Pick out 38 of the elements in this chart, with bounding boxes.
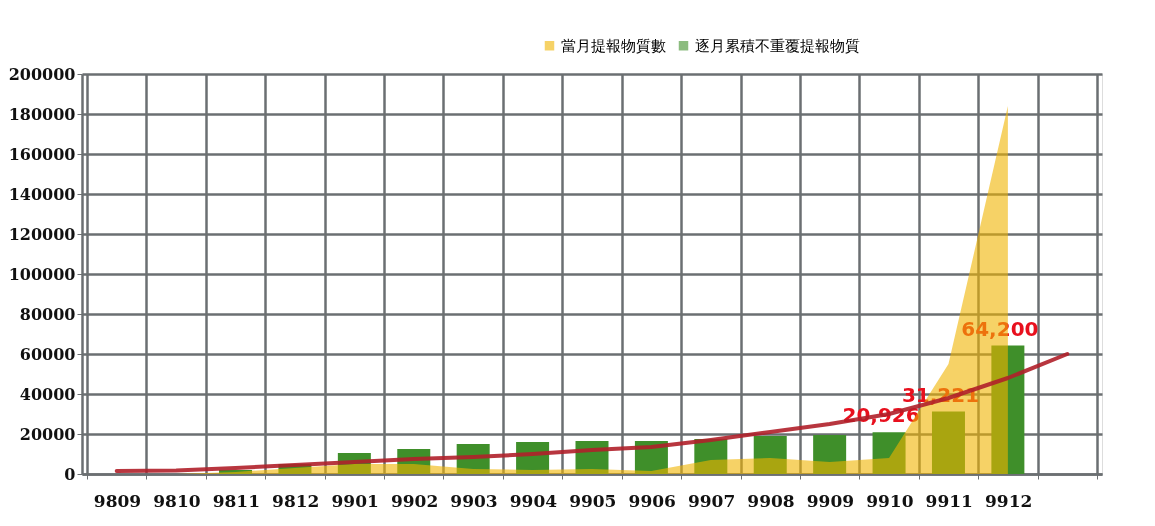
y-tick-label: 200000	[8, 64, 76, 84]
y-tick-label: 120000	[8, 224, 76, 244]
bar	[813, 435, 847, 474]
x-tick-label: 9902	[390, 490, 439, 511]
bar	[694, 439, 728, 474]
x-tick-label: 9903	[450, 490, 498, 511]
legend-label: 當月提報物質數	[561, 36, 666, 55]
y-tick-label: 60000	[19, 344, 76, 364]
bar	[753, 436, 787, 474]
x-tick-label: 9906	[628, 490, 676, 511]
data-label: 31,221	[901, 382, 980, 407]
y-tick-label: 140000	[8, 184, 76, 204]
y-tick-label: 100000	[8, 264, 76, 284]
y-tick-label: 40000	[19, 384, 76, 404]
x-tick-label: 9810	[153, 490, 201, 511]
bar	[219, 470, 253, 474]
x-tick-label: 9910	[866, 490, 914, 511]
bar	[931, 411, 965, 474]
bar	[991, 345, 1025, 474]
bar	[872, 432, 906, 474]
y-tick-label: 20000	[19, 424, 76, 444]
x-tick-label: 9907	[687, 490, 736, 511]
x-tick-label: 9911	[925, 490, 973, 511]
x-tick-label: 9811	[212, 490, 260, 511]
x-tick-label: 9901	[331, 490, 379, 511]
y-tick-label: 180000	[8, 104, 76, 124]
x-tick-label: 9812	[272, 490, 320, 511]
x-tick-label: 9909	[806, 490, 855, 511]
line-series	[114, 352, 1070, 473]
legend-label: 逐月累積不重覆提報物質	[695, 36, 860, 55]
x-tick-label: 9905	[569, 490, 617, 511]
x-tick-label: 9912	[985, 490, 1033, 511]
y-tick-label: 80000	[19, 304, 76, 324]
x-tick-label: 9809	[93, 490, 142, 511]
y-tick-label: 160000	[8, 144, 76, 164]
x-tick-label: 9904	[509, 490, 558, 511]
y-tick-label: 0	[64, 464, 76, 484]
x-tick-label: 9908	[747, 490, 795, 511]
